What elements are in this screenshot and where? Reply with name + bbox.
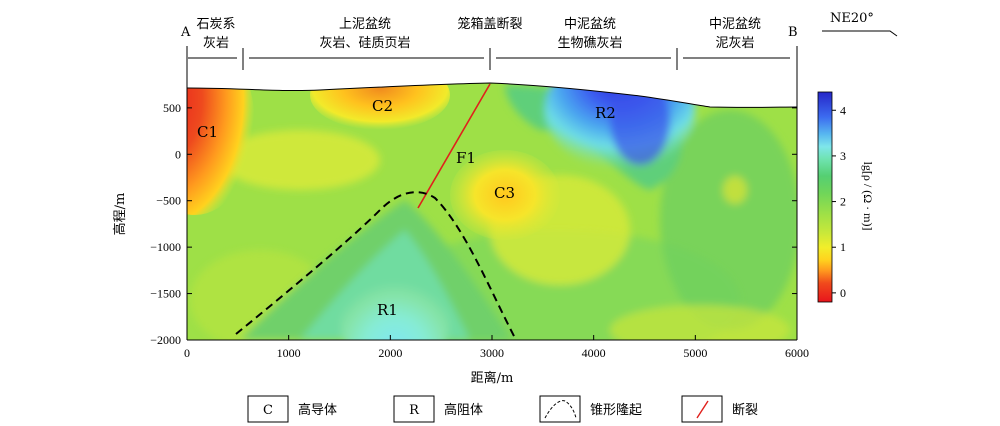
unit-1-line1: 石炭系 [196,17,235,32]
colorbar-tick-label: 3 [840,149,846,163]
end-b-label: B [788,25,798,40]
legend-key-conductor: C [263,403,273,418]
colorbar-gradient [817,91,833,303]
legend-swatch-conductor [247,395,289,423]
x-tick-label: 3000 [480,346,504,360]
x-tick-label: 1000 [277,346,301,360]
anomaly-r1-label: R1 [377,301,398,319]
section-header: A B NE20° 石炭系 灰岩 上泥盆统 灰岩、硅质页岩 笼箱盖断裂 中泥盆统… [180,11,898,107]
unit-2-line1: 上泥盆统 [339,17,391,32]
legend-label-fault: 断裂 [732,403,758,418]
x-tick-label: 2000 [378,346,402,360]
legend-label-uplift: 锥形隆起 [590,403,642,418]
unit-boundary-brackets [186,46,798,107]
x-tick-label: 6000 [785,346,809,360]
y-axis-ticks: 500 0 −500 −1000 −1500 −2000 [150,101,797,347]
y-tick-label: −1500 [150,287,181,301]
legend-label-resistor: 高阻体 [444,402,483,418]
y-tick-label: 0 [175,147,181,161]
topography-line [186,82,798,108]
fault-f1-line [417,83,491,209]
end-a-label: A [180,25,191,40]
anomaly-r2-label: R2 [595,104,616,122]
colorbar-ticks: 4 3 2 1 0 [832,103,846,300]
x-axis-label: 距离/m [471,370,514,386]
colorbar-tick-label: 2 [840,195,846,209]
resistivity-field [187,83,797,340]
colorbar-tick-label: 0 [840,286,846,300]
unit-4-line1: 中泥盆统 [564,17,616,32]
anomaly-c1-label: C1 [197,123,218,141]
legend-swatch-uplift [539,395,581,423]
unit-5-line1: 中泥盆统 [709,17,761,32]
direction-label: NE20° [830,11,874,26]
uplift-symbol-icon [544,400,577,419]
colorbar-tick-label: 4 [840,103,846,117]
x-tick-label: 4000 [582,346,606,360]
colorbar-tick-label: 1 [840,240,846,254]
unit-4-line2: 生物礁灰岩 [557,35,622,51]
fault-name-label: 笼箱盖断裂 [457,16,522,32]
fault-symbol-icon [696,400,709,419]
legend-label-conductor: 高导体 [298,402,337,418]
y-tick-label: −1000 [150,240,181,254]
unit-1-line2: 灰岩 [203,36,229,51]
legend: C 高导体 R 高阻体 锥形隆起 断裂 [247,395,758,423]
cone-uplift-line [235,191,516,339]
y-tick-label: −500 [156,194,181,208]
unit-5-line2: 泥灰岩 [715,36,754,51]
legend-key-resistor: R [409,403,420,418]
y-axis-label: 高程/m [112,193,128,236]
x-axis-ticks: 0 1000 2000 3000 4000 5000 6000 [184,335,809,360]
colorbar: 4 3 2 1 0 lg[ρ / (Ω · m)] [817,91,875,303]
fault-f1-label: F1 [456,149,476,167]
y-tick-label: 500 [163,101,181,115]
colorbar-label: lg[ρ / (Ω · m)] [861,162,875,231]
anomaly-c2-label: C2 [372,97,393,115]
y-tick-label: −2000 [150,333,181,347]
legend-swatch-resistor [393,395,435,423]
anomaly-c3-label: C3 [494,184,515,202]
x-tick-label: 5000 [683,346,707,360]
x-tick-label: 0 [184,346,190,360]
unit-2-line2: 灰岩、硅质页岩 [319,36,410,51]
direction-arrow-icon [822,30,898,37]
